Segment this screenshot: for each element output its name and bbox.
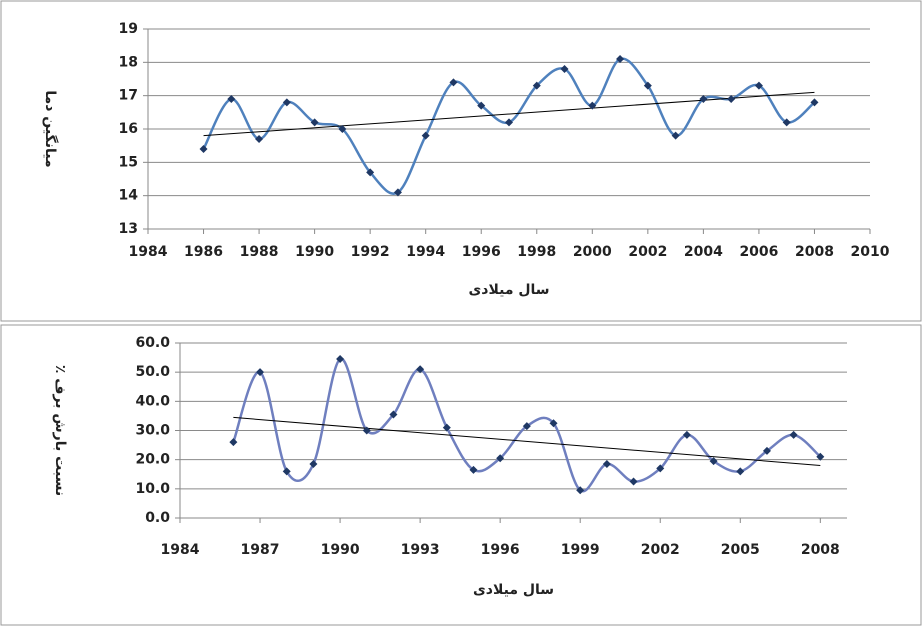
data-point xyxy=(469,465,478,474)
x-tick-label: 1984 xyxy=(161,542,200,558)
x-tick-label: 1987 xyxy=(241,542,280,558)
panel-frame xyxy=(0,0,922,322)
data-point xyxy=(629,477,638,486)
x-tick-label: 1998 xyxy=(517,244,556,260)
data-point xyxy=(362,426,371,435)
data-point xyxy=(256,368,265,377)
data-point xyxy=(282,467,291,476)
data-point xyxy=(671,131,680,140)
x-tick-label: 2006 xyxy=(739,244,778,260)
y-tick-label: 10.0 xyxy=(135,481,170,497)
trendline xyxy=(233,416,821,466)
data-point xyxy=(336,355,345,364)
data-point xyxy=(442,423,451,432)
data-point xyxy=(449,78,458,87)
y-tick-label: 19 xyxy=(119,21,138,37)
data-point xyxy=(810,98,819,107)
y-tick-label: 0.0 xyxy=(145,510,170,526)
y-tick-label: 13 xyxy=(119,221,138,237)
data-point xyxy=(338,125,347,133)
x-tick-label: 1984 xyxy=(129,244,168,260)
data-point xyxy=(229,438,238,447)
data-point xyxy=(366,168,375,177)
y-tick-label: 16 xyxy=(119,121,138,137)
data-point xyxy=(505,118,513,127)
data-point xyxy=(588,101,597,110)
data-point xyxy=(416,365,425,374)
x-tick-label: 1996 xyxy=(481,542,520,558)
y-tick-label: 17 xyxy=(119,88,138,104)
y-tick-label: 30.0 xyxy=(135,423,170,439)
data-point xyxy=(754,81,763,90)
data-point xyxy=(699,95,708,103)
data-point xyxy=(762,446,771,455)
data-point xyxy=(782,118,791,127)
x-tick-label: 2010 xyxy=(851,244,890,260)
y-axis-label: میانگین دما xyxy=(42,90,59,167)
data-point xyxy=(227,95,236,103)
x-tick-label: 2002 xyxy=(628,244,667,260)
data-point xyxy=(643,81,652,90)
x-tick-label: 2004 xyxy=(684,244,723,260)
data-point xyxy=(560,65,569,73)
x-tick-label: 1999 xyxy=(561,542,600,558)
data-point xyxy=(532,81,541,90)
x-tick-label: 1996 xyxy=(462,244,501,260)
data-point xyxy=(310,118,319,127)
data-point xyxy=(602,460,611,469)
data-point xyxy=(709,457,718,466)
x-tick-label: 1993 xyxy=(401,542,440,558)
x-axis-label: سال میلادی xyxy=(473,582,554,598)
trendline xyxy=(203,91,815,137)
data-point xyxy=(389,410,398,419)
x-tick-label: 2008 xyxy=(801,542,840,558)
x-tick-label: 1992 xyxy=(351,244,390,260)
y-axis-label: ٪ نسبت بارش برف xyxy=(52,365,68,496)
data-point xyxy=(309,460,318,469)
panel-frame xyxy=(0,324,922,626)
data-point xyxy=(727,95,736,103)
data-point xyxy=(199,145,208,153)
x-tick-label: 2008 xyxy=(795,244,834,260)
data-point xyxy=(522,422,531,431)
y-tick-label: 40.0 xyxy=(135,393,170,409)
data-point xyxy=(421,131,430,140)
data-point xyxy=(549,419,558,428)
data-point xyxy=(282,98,291,107)
x-tick-label: 2002 xyxy=(641,542,680,558)
data-point xyxy=(496,454,505,463)
data-point xyxy=(255,135,264,143)
y-tick-label: 50.0 xyxy=(135,364,170,380)
x-tick-label: 1990 xyxy=(321,542,360,558)
x-axis-label: سال میلادی xyxy=(468,282,549,298)
y-tick-label: 14 xyxy=(119,188,139,204)
data-point xyxy=(816,452,825,461)
x-tick-label: 1988 xyxy=(240,244,279,260)
data-point xyxy=(736,467,745,476)
x-tick-label: 1986 xyxy=(184,244,223,260)
x-tick-label: 1994 xyxy=(406,244,445,260)
y-tick-label: 15 xyxy=(119,154,138,170)
y-tick-label: 18 xyxy=(119,54,138,70)
x-tick-label: 1990 xyxy=(295,244,334,260)
data-point xyxy=(393,188,402,197)
data-point xyxy=(682,430,691,439)
data-point xyxy=(616,55,625,63)
data-point xyxy=(789,430,798,439)
x-tick-label: 2000 xyxy=(573,244,612,260)
y-tick-label: 60.0 xyxy=(135,335,170,351)
data-point xyxy=(477,101,486,110)
data-point xyxy=(576,486,585,495)
x-tick-label: 2005 xyxy=(721,542,760,558)
y-tick-label: 20.0 xyxy=(135,452,170,468)
data-point xyxy=(656,464,665,473)
